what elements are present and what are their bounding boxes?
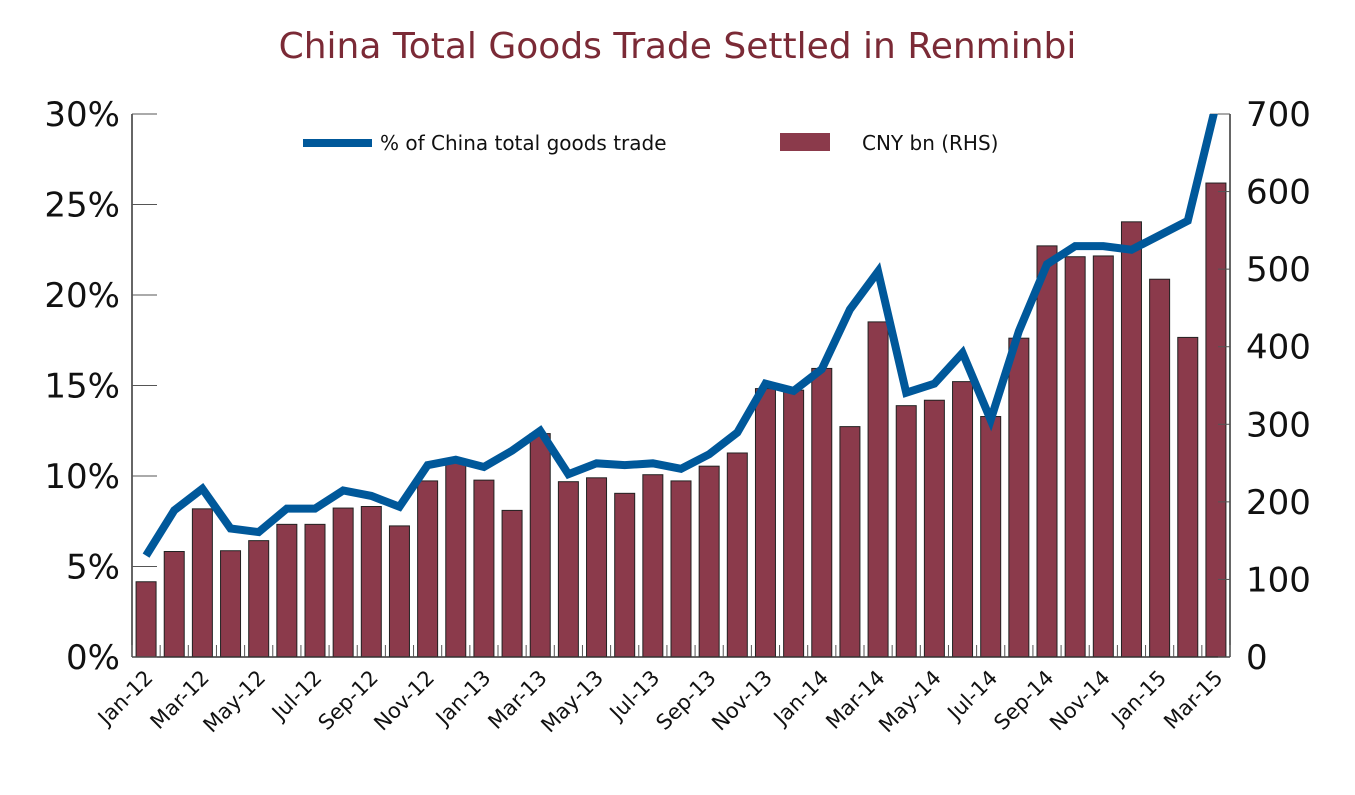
bar-jul-13 (642, 474, 664, 658)
chart-title: China Total Goods Trade Settled in Renmi… (278, 26, 1077, 67)
bar-oct-14 (1064, 256, 1086, 658)
x-tick-label: Jan-14 (768, 666, 834, 732)
x-tick-label: May-13 (536, 666, 608, 738)
left-tick-label: 25% (44, 186, 120, 226)
left-tick-label: 10% (44, 457, 120, 497)
left-tick-label: 0% (66, 638, 120, 678)
right-tick-label: 0 (1246, 638, 1268, 678)
bar-aug-14 (1008, 337, 1030, 658)
x-tick-label: Nov-14 (1045, 666, 1115, 736)
right-tick-label: 300 (1246, 405, 1311, 445)
legend-bar-swatch (780, 133, 830, 151)
bar-nov-12 (417, 480, 439, 658)
bar-jan-13 (473, 479, 495, 658)
left-tick-label: 5% (66, 548, 120, 588)
bar-jun-14 (952, 381, 974, 658)
right-tick-label: 100 (1246, 560, 1311, 600)
bar-oct-12 (388, 525, 410, 658)
right-tick-label: 600 (1246, 173, 1311, 213)
bar-dec-13 (783, 389, 805, 658)
x-tick-label: Jan-13 (430, 666, 496, 732)
bar-may-14 (923, 399, 945, 658)
right-tick-label: 700 (1246, 95, 1311, 135)
bar-oct-13 (726, 452, 748, 658)
left-tick-label: 30% (44, 95, 120, 135)
bar-nov-14 (1092, 255, 1114, 658)
x-tick-label: Nov-12 (369, 666, 439, 736)
bar-aug-13 (670, 480, 692, 658)
bar-feb-12 (163, 551, 185, 658)
series-line-pct-trade (142, 114, 1218, 558)
bar-mar-12 (191, 508, 213, 658)
bar-nov-13 (754, 388, 776, 658)
x-tick-label: Sep-12 (314, 666, 383, 735)
bar-apr-14 (895, 405, 917, 658)
x-tick-label: May-12 (199, 666, 271, 738)
bar-sep-14 (1036, 245, 1058, 658)
bar-feb-15 (1177, 336, 1199, 658)
legend-label-line: % of China total goods trade (380, 131, 667, 155)
bar-jun-13 (614, 492, 636, 658)
x-tick-label: Sep-13 (651, 666, 720, 735)
left-tick-label: 15% (44, 367, 120, 407)
legend-label-bar: CNY bn (RHS) (862, 131, 998, 155)
bar-apr-13 (557, 481, 579, 658)
bar-sep-12 (360, 506, 382, 658)
bar-apr-12 (220, 550, 242, 658)
bar-feb-13 (501, 509, 523, 658)
bar-may-13 (586, 477, 608, 658)
bar-jan-12 (135, 581, 157, 658)
left-tick-label: 20% (44, 276, 120, 316)
bar-jan-14 (811, 367, 833, 658)
bar-mar-13 (529, 433, 551, 658)
bar-dec-14 (1120, 221, 1142, 658)
bar-jul-12 (304, 523, 326, 658)
x-tick-label: Mar-15 (1159, 666, 1227, 734)
right-tick-label: 400 (1246, 328, 1311, 368)
bar-mar-14 (867, 321, 889, 658)
x-tick-label: Sep-14 (989, 666, 1058, 735)
bar-jun-12 (276, 523, 298, 658)
bar-jul-14 (980, 416, 1002, 658)
x-tick-label: Nov-13 (707, 666, 777, 736)
bar-mar-15 (1205, 182, 1227, 658)
x-tick-label: Jan-15 (1106, 666, 1172, 732)
x-tick-label: May-14 (874, 666, 946, 738)
bar-sep-13 (698, 465, 720, 658)
bar-may-12 (248, 540, 270, 658)
bar-jan-15 (1149, 278, 1171, 658)
right-tick-label: 200 (1246, 483, 1311, 523)
bar-dec-12 (445, 460, 467, 658)
bar-feb-14 (839, 426, 861, 658)
bar-aug-12 (332, 507, 354, 658)
right-tick-label: 500 (1246, 250, 1311, 290)
